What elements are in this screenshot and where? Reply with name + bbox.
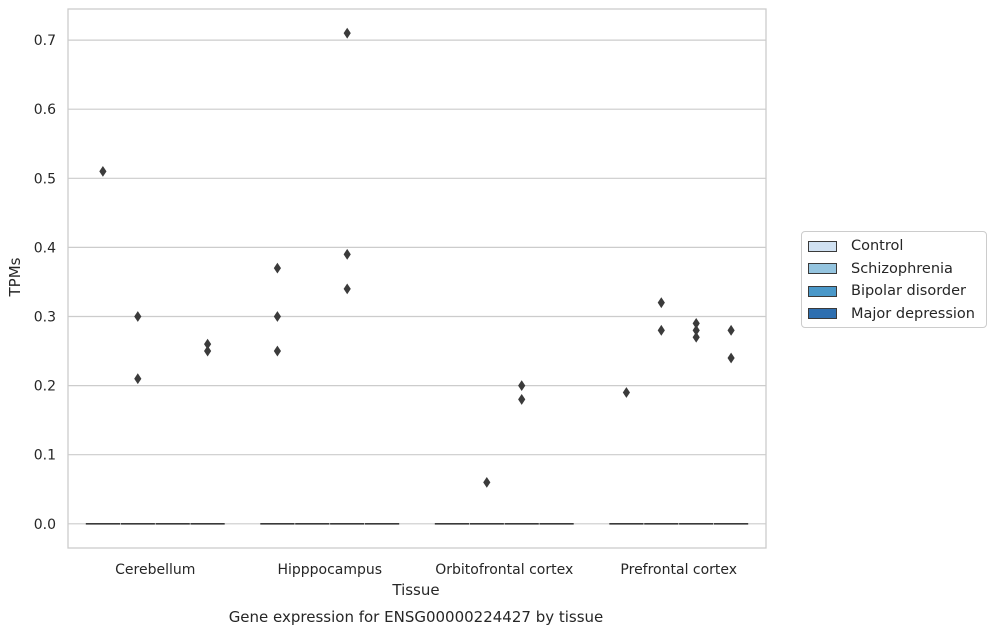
- x-tick-labels: Cerebellum Hipppocampus Orbitofrontal cort…: [115, 562, 737, 578]
- y-tick-label: 0.4: [34, 240, 56, 256]
- outlier-point: [692, 331, 700, 343]
- x-tick-label: Hipppocampus: [277, 562, 382, 578]
- outlier-point: [273, 311, 281, 322]
- y-axis-label: TPMs: [6, 257, 24, 297]
- outlier-point: [204, 345, 212, 357]
- x-axis-label: Tissue: [391, 581, 439, 599]
- legend-label: Schizophrenia: [851, 260, 953, 277]
- legend-swatch: [808, 285, 837, 297]
- outlier-point: [622, 387, 630, 398]
- legend-item: Bipolar disorder: [802, 280, 986, 303]
- outlier-point: [518, 380, 526, 392]
- outlier-point: [692, 324, 700, 336]
- outlier-point: [727, 324, 735, 336]
- outlier-point: [134, 373, 142, 385]
- legend-label: Major depression: [851, 305, 975, 322]
- x-tick-label: Orbitofrontal cortex: [435, 562, 573, 578]
- legend-swatch: [808, 240, 837, 252]
- outlier-point: [657, 324, 665, 336]
- legend: Control Schizophrenia Bipolar disorder Majo…: [801, 231, 987, 328]
- legend-label: Control: [851, 238, 904, 255]
- outlier-point: [204, 338, 212, 350]
- y-tick-label: 0.1: [34, 448, 56, 464]
- outlier-point: [657, 297, 665, 309]
- outlier-point: [273, 262, 281, 274]
- legend-item: Schizophrenia: [802, 258, 986, 281]
- outlier-point: [273, 345, 281, 357]
- outlier-points: [99, 27, 735, 488]
- outlier-point: [692, 318, 700, 329]
- outlier-point: [343, 248, 351, 260]
- y-tick-label: 0.3: [34, 310, 56, 326]
- legend-label: Bipolar disorder: [851, 283, 966, 300]
- y-tick-label: 0.2: [34, 379, 56, 395]
- y-tick-labels: 0.0 0.1 0.2 0.3 0.4 0.5 0.6 0.7: [34, 33, 56, 533]
- outlier-point: [518, 394, 526, 405]
- grid-lines: [68, 39, 766, 525]
- plot-frame: [67, 8, 767, 549]
- legend-swatch: [808, 263, 837, 275]
- legend-item: Control: [802, 235, 986, 258]
- outlier-point: [483, 476, 491, 488]
- y-tick-label: 0.7: [34, 33, 56, 49]
- outlier-point: [134, 311, 142, 322]
- legend-swatch: [808, 308, 837, 320]
- x-tick-label: Cerebellum: [115, 562, 195, 578]
- y-tick-label: 0.5: [34, 171, 56, 187]
- chart-title: Gene expression for ENSG00000224427 by t…: [229, 608, 604, 626]
- y-tick-label: 0.0: [34, 517, 56, 533]
- y-tick-label: 0.6: [34, 102, 56, 118]
- outlier-point: [727, 352, 735, 364]
- x-tick-label: Prefrontal cortex: [620, 562, 737, 578]
- outlier-point: [99, 165, 107, 177]
- legend-item: Major depression: [802, 303, 986, 326]
- outlier-point: [343, 27, 351, 39]
- outlier-point: [343, 283, 351, 295]
